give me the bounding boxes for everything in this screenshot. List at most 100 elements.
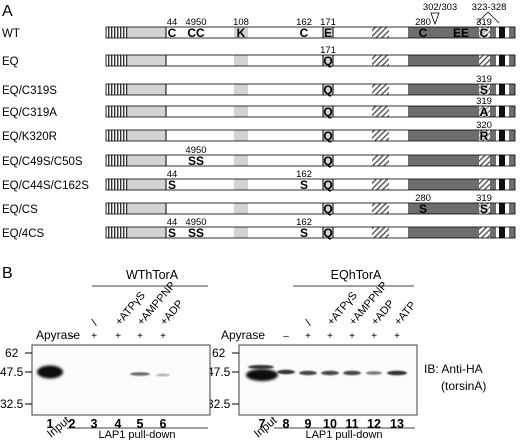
right-blot-title: EQhTorA [331, 268, 382, 282]
left-blot-title: WThTorA [126, 268, 179, 282]
mw-markers-left: 62 47.5 32.5 [0, 346, 32, 411]
apyrase-label-right: Apyrase [221, 328, 265, 342]
residue-mark: Q [323, 83, 332, 97]
lane-number: 9 [305, 417, 312, 431]
residue-position: 171 [320, 17, 336, 28]
lane-number: 6 [160, 417, 167, 431]
mw-47-left: 47.5 [0, 365, 24, 379]
residue-mark: CC [187, 26, 205, 40]
residue-position: 44 [167, 17, 178, 28]
construct-row: EQ/C44S/C162S S S Q 44 162 [2, 169, 516, 192]
apyrase-sign: – [69, 331, 75, 342]
band-lane-8 [277, 369, 295, 375]
construct-bar [105, 202, 516, 215]
apyrase-sign: + [394, 331, 400, 342]
residue-mark: SS [188, 154, 204, 168]
residue-mark: Q [323, 105, 332, 119]
band-lane-13 [387, 370, 407, 376]
pulldown-label-left: LAP1 pull-down [98, 429, 175, 440]
band-lane-4 [130, 372, 150, 376]
residue-position: 162 [296, 217, 312, 228]
band-lane-9 [299, 370, 317, 376]
band-lane-10 [321, 370, 339, 376]
apyrase-sign: + [349, 331, 355, 342]
right-apyrase-signs: – + + + + + [283, 331, 400, 342]
residue-mark: EE [453, 26, 469, 40]
residue-position: 280 [415, 17, 431, 28]
band-lane-1 [37, 365, 63, 379]
residue-mark: S [168, 178, 176, 192]
apyrase-sign: + [137, 331, 143, 342]
panel-b-label: B [2, 265, 13, 282]
construct-bar [105, 105, 516, 118]
band-lane-11 [343, 370, 361, 376]
residue-mark: Q [323, 154, 332, 168]
left-apyrase-signs: – + + + + [69, 331, 166, 342]
residue-mark: Q [323, 202, 332, 216]
residue-mark: S [419, 202, 427, 216]
apyrase-sign: + [371, 331, 377, 342]
lane-number: 13 [390, 417, 404, 431]
apyrase-sign: + [115, 331, 121, 342]
residue-mark: C [168, 26, 177, 40]
residue-mark: Q [323, 178, 332, 192]
construct-row: EQ/C49S/C50S SS Q 4950 [2, 145, 516, 168]
residue-mark: Q [323, 54, 332, 68]
mw-markers-right: 62 47.5 32.5 [207, 346, 239, 411]
residue-mark: C [300, 26, 309, 40]
treatment-label: / [303, 317, 315, 328]
apyrase-sign: – [283, 331, 289, 342]
left-lane-numbers: 1 2 3 4 5 6 [47, 417, 167, 431]
lane-number: 2 [69, 417, 76, 431]
residue-mark: C [480, 26, 489, 40]
treatment-label: +ATP [392, 300, 419, 328]
residue-position: 4950 [185, 17, 206, 28]
ib-sublabel: (torsinA) [441, 379, 486, 393]
construct-name: EQ/C44S/C162S [2, 180, 89, 192]
mw-32-left: 32.5 [0, 397, 24, 411]
residue-position: 44 [167, 217, 178, 228]
lane-number: 11 [345, 417, 358, 431]
construct-name: EQ/K320R [2, 131, 57, 143]
lane-number: 10 [323, 417, 337, 431]
residue-position: 320 [476, 120, 492, 131]
construct-bar [105, 226, 516, 239]
lane-number: 4 [115, 417, 122, 431]
left-blot [31, 344, 211, 416]
mw-62-left: 62 [5, 346, 19, 360]
construct-bar [105, 154, 516, 167]
construct-bar [105, 26, 516, 39]
residue-mark: SS [188, 226, 204, 240]
mw-62-right: 62 [212, 346, 226, 360]
lane-number: 8 [283, 417, 290, 431]
left-treatments: / +ATPγS+AMPPNP+ADP [89, 280, 186, 328]
residue-mark: Q [323, 129, 332, 143]
panel-a-label: A [2, 3, 13, 20]
residue-position: 319 [476, 96, 492, 107]
lane-number: 12 [367, 417, 381, 431]
construct-bar [105, 178, 516, 191]
lane-number: 5 [137, 417, 144, 431]
band-lane-5 [156, 373, 170, 377]
apyrase-sign: + [305, 331, 311, 342]
residue-mark: R [480, 129, 489, 143]
residue-mark: S [300, 178, 308, 192]
right-lane-numbers: 7 8 9 10 11 12 13 [259, 417, 404, 431]
residue-mark: C [419, 26, 428, 40]
residue-position: 4950 [185, 145, 206, 156]
residue-position: 162 [296, 169, 312, 180]
input-label-right: Input [252, 414, 280, 440]
residue-position: 162 [296, 17, 312, 28]
apyrase-sign: + [160, 331, 166, 342]
construct-bar [105, 54, 516, 67]
construct-name: EQ/C49S/C50S [2, 156, 83, 168]
lane-number: 3 [91, 417, 98, 431]
residue-position: 319 [476, 193, 492, 204]
construct-name: EQ/C319S [2, 85, 57, 97]
mark-302-303: 302/303 [423, 2, 457, 13]
ib-label: IB: Anti-HA [424, 362, 483, 376]
